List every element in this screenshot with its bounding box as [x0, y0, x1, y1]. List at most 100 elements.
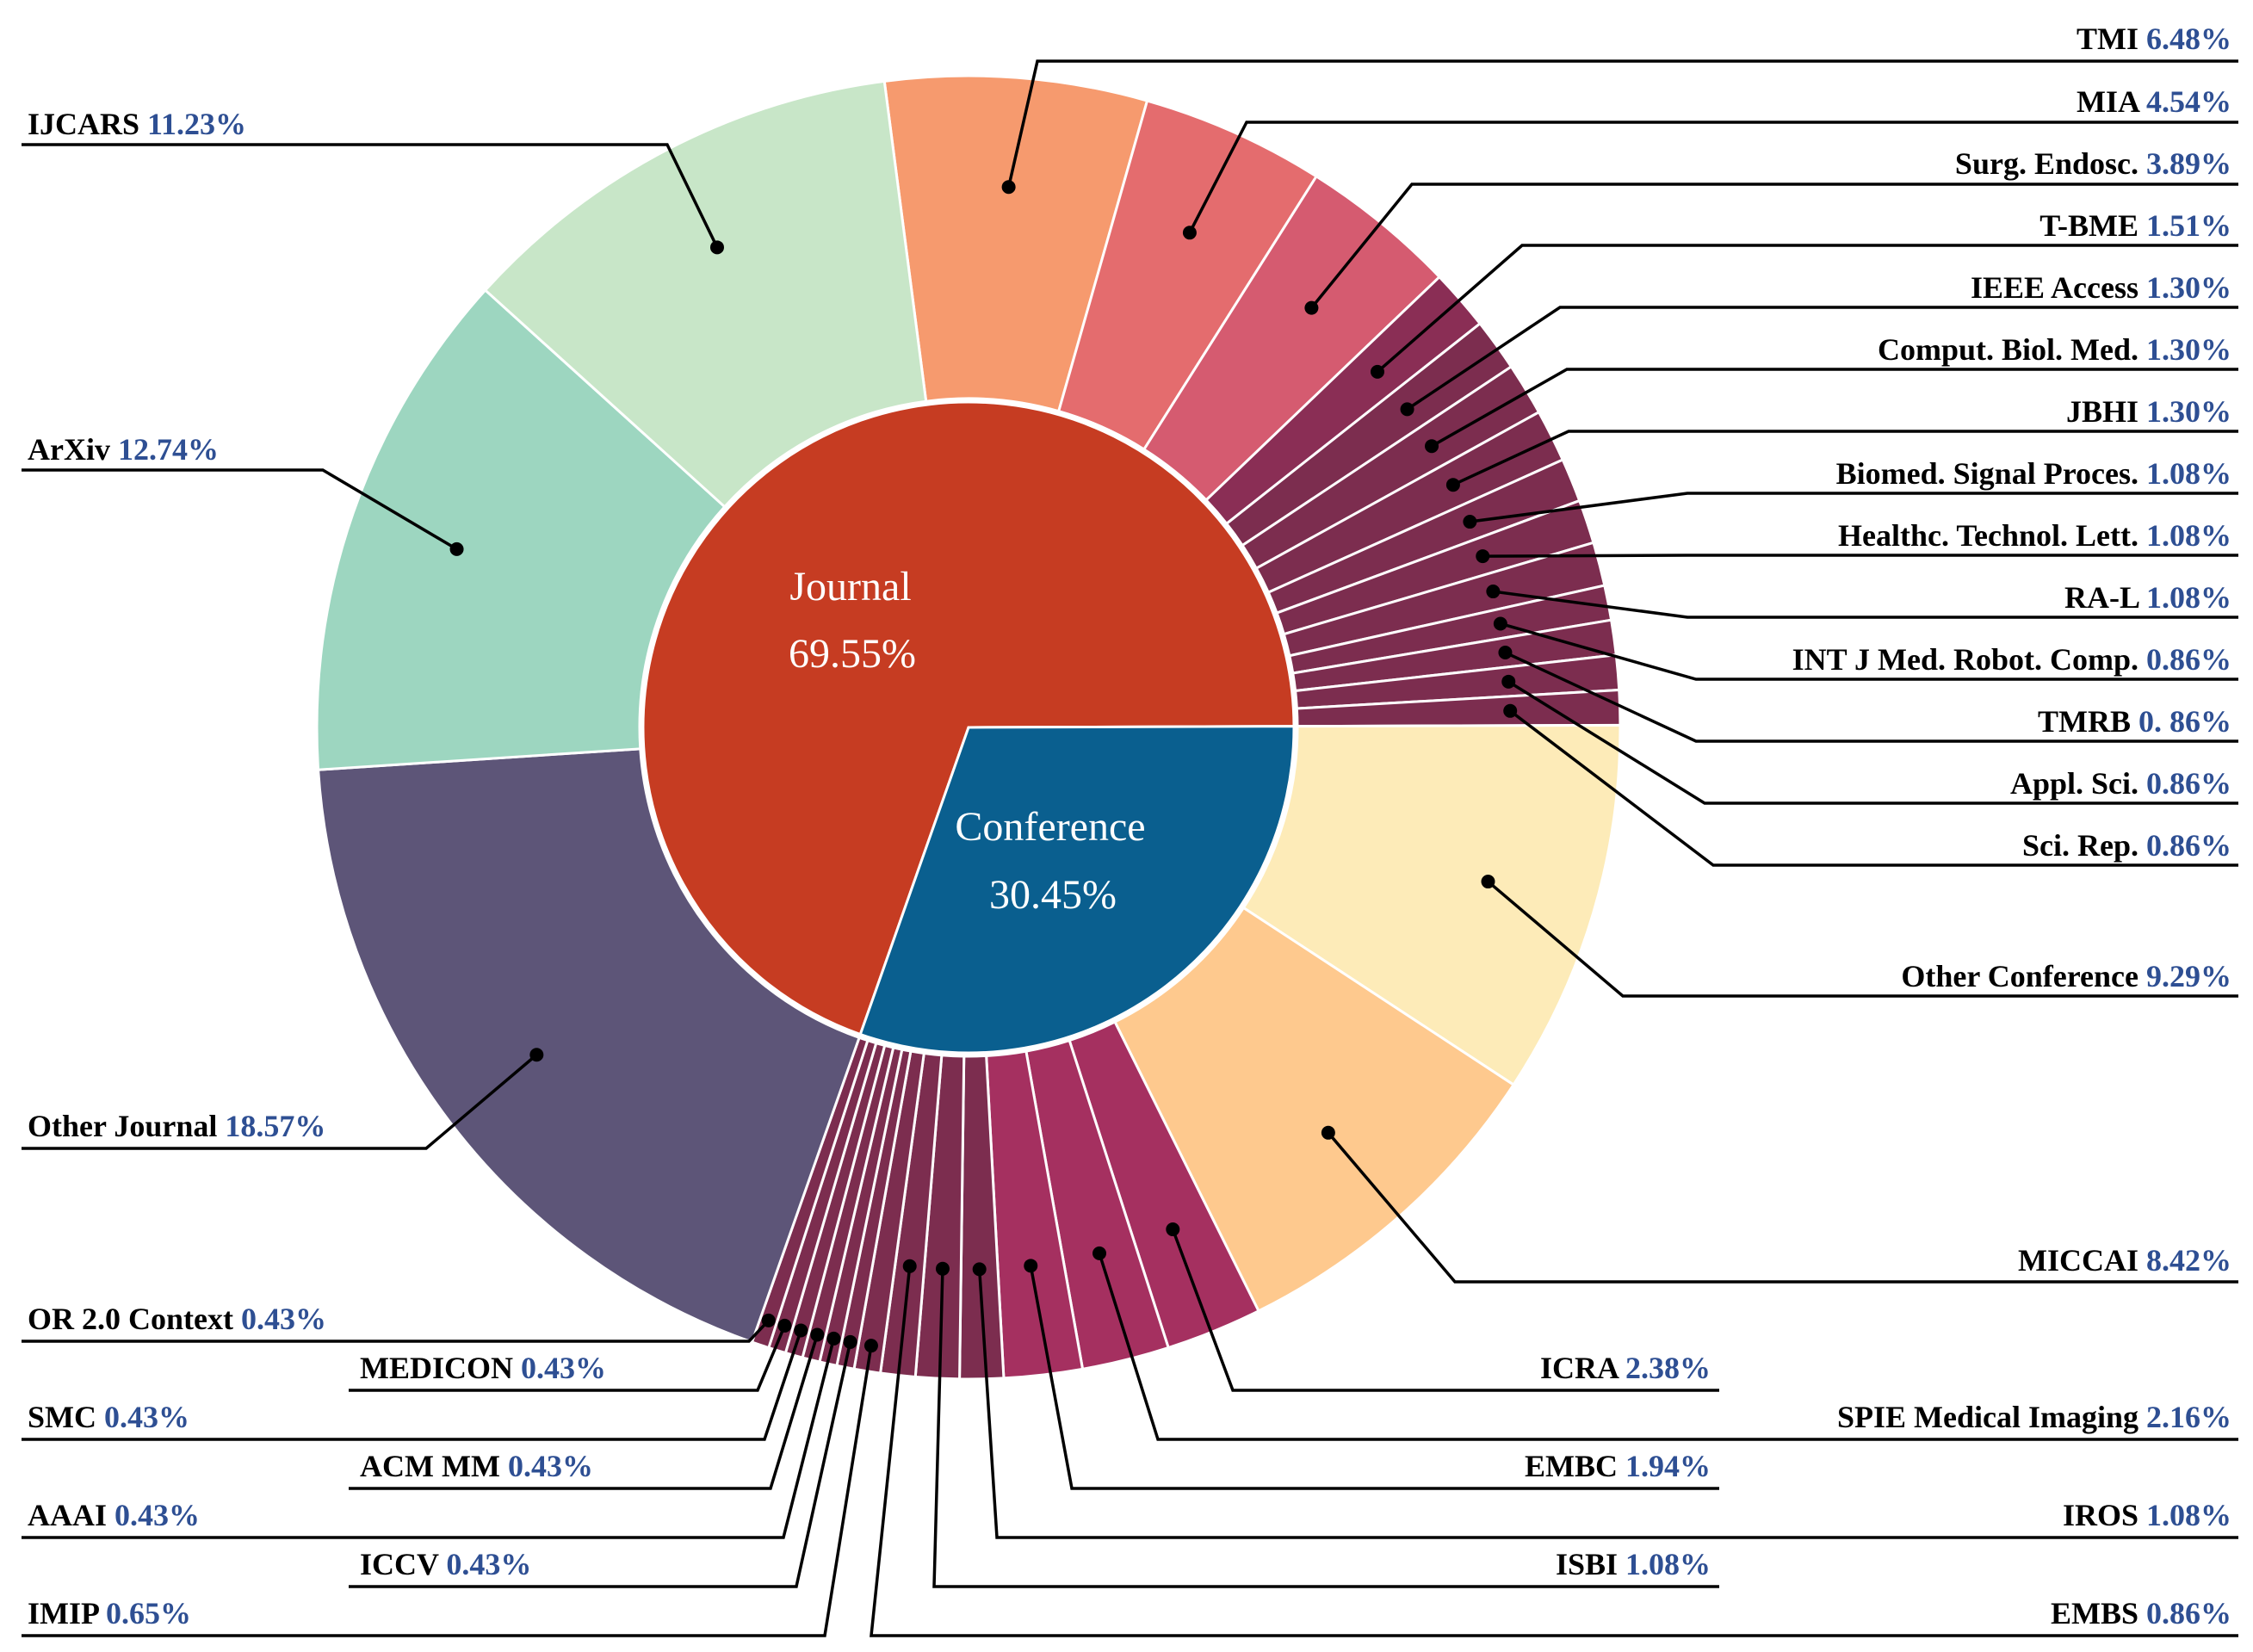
leader-dot-smc: [794, 1323, 808, 1338]
inner-label-journal-pct: 69.55%: [789, 631, 916, 677]
label-pct-embc: 1.94%: [1625, 1449, 1711, 1483]
slice-other-journal: [317, 747, 861, 1344]
leader-dot-tmi: [1001, 180, 1016, 195]
label-name-smc: SMC: [28, 1400, 104, 1434]
label-icra: ICRA 2.38%: [1540, 1351, 1711, 1385]
leader-other-conference: [1487, 880, 2238, 998]
leader-mia: [1188, 121, 2238, 234]
leader-dot-jbhi: [1445, 478, 1460, 492]
label-name-biomed-signal-proces: Biomed. Signal Proces.: [1836, 456, 2146, 491]
label-name-acm-mm: ACM MM: [360, 1449, 508, 1483]
label-pct-other-journal: 18.57%: [225, 1109, 325, 1143]
label-name-ieee-access: IEEE Access: [1971, 270, 2146, 305]
leader-dot-arxiv: [449, 541, 464, 556]
leader-t-bme: [1376, 244, 2238, 374]
label-int-j-med-robot-comp: INT J Med. Robot. Comp. 0.86%: [1792, 642, 2231, 677]
leader-dot-iros: [972, 1262, 987, 1277]
leader-lines: [22, 59, 2238, 1637]
label-name-embs: EMBS: [2051, 1596, 2146, 1630]
leader-dot-isbi: [935, 1261, 950, 1276]
label-name-ra-l: RA-L: [2064, 580, 2146, 615]
label-name-or-2-0-context: OR 2.0 Context: [28, 1302, 241, 1336]
label-tmi: TMI 6.48%: [2077, 22, 2231, 56]
label-name-iccv: ICCV: [360, 1547, 446, 1581]
label-pct-smc: 0.43%: [104, 1400, 189, 1434]
label-name-imip: IMIP: [28, 1596, 106, 1630]
leader-iros: [977, 1269, 2238, 1539]
leader-dot-healthc-technol-lett: [1476, 549, 1490, 564]
label-name-embc: EMBC: [1525, 1449, 1625, 1483]
leader-biomed-signal-proces: [1470, 492, 2238, 523]
label-comput-biol-med: Comput. Biol. Med. 1.30%: [1878, 332, 2231, 367]
label-t-bme: T-BME 1.51%: [2039, 208, 2231, 243]
label-pct-surg-endosc: 3.89%: [2146, 146, 2231, 181]
label-pct-tmrb: 0. 86%: [2138, 704, 2231, 739]
leader-dot-aaai: [826, 1331, 841, 1346]
leader-comput-biol-med: [1431, 368, 2238, 448]
label-name-medicon: MEDICON: [360, 1351, 521, 1385]
slice-journal: [641, 400, 1296, 1036]
label-pct-iccv: 0.43%: [446, 1547, 531, 1581]
leader-dot-imip: [863, 1339, 878, 1353]
leader-dot-medicon: [777, 1318, 792, 1333]
slice-ijcars: [483, 79, 928, 509]
leader-dot-iccv: [843, 1334, 857, 1349]
leader-dot-appl-sci: [1501, 674, 1516, 689]
label-name-int-j-med-robot-comp: INT J Med. Robot. Comp.: [1792, 642, 2146, 677]
label-embs: EMBS 0.86%: [2051, 1596, 2231, 1630]
label-pct-aaai: 0.43%: [115, 1498, 200, 1532]
leader-dot-embs: [902, 1259, 917, 1273]
label-name-spie-medical-imaging: SPIE Medical Imaging: [1837, 1400, 2146, 1434]
leader-dot-spie-medical-imaging: [1092, 1246, 1106, 1260]
leader-healthc-technol-lett: [1482, 554, 2238, 558]
label-biomed-signal-proces: Biomed. Signal Proces. 1.08%: [1836, 456, 2231, 491]
label-name-surg-endosc: Surg. Endosc.: [1955, 146, 2146, 181]
outer-ring: [315, 74, 1622, 1381]
label-name-mia: MIA: [2077, 84, 2146, 119]
slice-conference: [858, 725, 1296, 1055]
label-pct-embs: 0.86%: [2146, 1596, 2231, 1630]
leader-int-j-med-robot-comp: [1500, 622, 2238, 681]
label-pct-appl-sci: 0.86%: [2146, 766, 2231, 801]
leader-tmrb: [1504, 651, 2238, 743]
label-ijcars: IJCARS 11.23%: [28, 107, 246, 141]
leader-miccai: [1327, 1131, 2238, 1284]
leader-jbhi: [1452, 430, 2238, 486]
label-pct-or-2-0-context: 0.43%: [241, 1302, 326, 1336]
label-name-isbi: ISBI: [1556, 1547, 1625, 1581]
leader-aaai: [22, 1338, 836, 1539]
label-spie-medical-imaging: SPIE Medical Imaging 2.16%: [1837, 1400, 2231, 1434]
label-name-ijcars: IJCARS: [28, 107, 147, 141]
leader-embs: [870, 1265, 2238, 1637]
leader-dot-ijcars: [709, 240, 724, 255]
label-name-other-journal: Other Journal: [28, 1109, 225, 1143]
slice-arxiv: [315, 288, 727, 771]
leader-dot-surg-endosc: [1304, 300, 1319, 315]
label-name-sci-rep: Sci. Rep.: [2022, 828, 2146, 863]
label-pct-arxiv: 12.74%: [118, 432, 219, 467]
label-pct-sci-rep: 0.86%: [2146, 828, 2231, 863]
label-pct-biomed-signal-proces: 1.08%: [2146, 456, 2231, 491]
label-mia: MIA 4.54%: [2077, 84, 2231, 119]
leader-imip: [22, 1345, 873, 1637]
leader-dot-mia: [1182, 226, 1197, 240]
label-name-miccai: MICCAI: [2018, 1243, 2146, 1278]
leader-ieee-access: [1406, 306, 2238, 411]
inner-label-conference-name: Conference: [955, 804, 1145, 850]
leader-dot-int-j-med-robot-comp: [1493, 616, 1507, 631]
label-name-t-bme: T-BME: [2039, 208, 2146, 243]
label-name-tmi: TMI: [2077, 22, 2146, 56]
label-pct-miccai: 8.42%: [2146, 1243, 2231, 1278]
label-other-conference: Other Conference 9.29%: [1901, 959, 2231, 993]
leader-dot-icra: [1166, 1222, 1180, 1237]
label-pct-icra: 2.38%: [1625, 1351, 1711, 1385]
leader-sci-rep: [1509, 709, 2238, 867]
label-arxiv: ArXiv 12.74%: [28, 432, 219, 467]
label-iros: IROS 1.08%: [2063, 1498, 2231, 1532]
leader-dot-acm-mm: [810, 1327, 825, 1342]
leader-dot-other-conference: [1481, 875, 1495, 889]
leader-acm-mm: [349, 1333, 819, 1490]
label-smc: SMC 0.43%: [28, 1400, 189, 1434]
leader-smc: [22, 1329, 802, 1441]
